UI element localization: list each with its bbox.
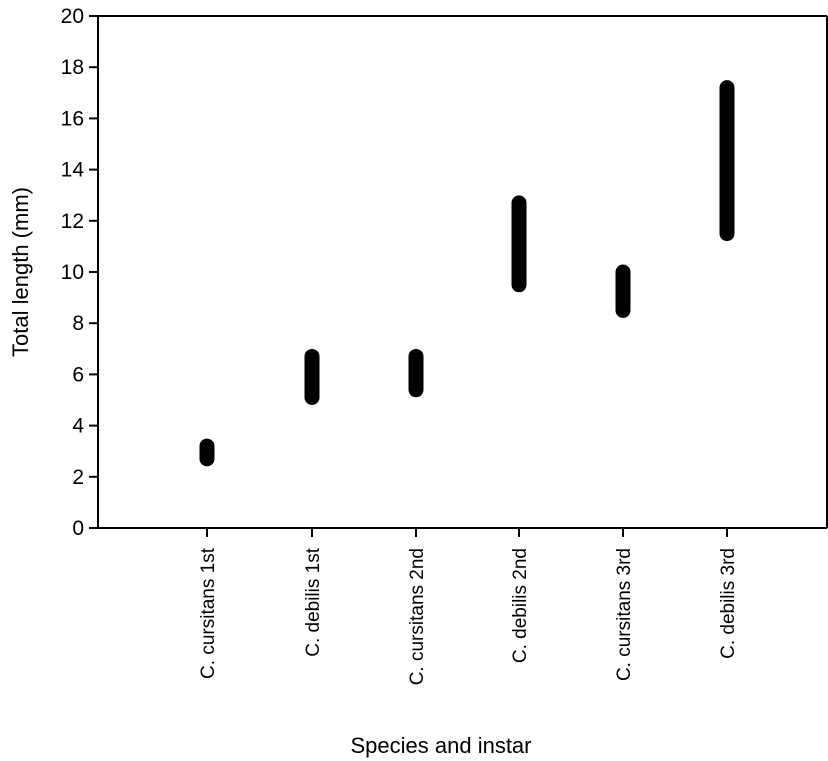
x-tick-label: C. debilis 2nd [510, 548, 531, 663]
y-tick-label: 16 [61, 107, 84, 130]
data-marks [199, 80, 735, 467]
x-tick-label: C. cursitans 1st [198, 547, 219, 679]
x-tick-label: C. debilis 1st [303, 547, 324, 656]
x-tick-label: C. cursitans 2nd [407, 548, 428, 685]
y-axis-title: Total length (mm) [8, 187, 33, 357]
x-tick-label: C. cursitans 3rd [614, 548, 635, 681]
y-axis-ticks: 0 2 4 6 8 10 12 14 16 18 20 [61, 5, 98, 540]
y-tick-label: 14 [61, 159, 85, 182]
y-tick-label: 2 [72, 466, 84, 489]
y-tick-label: 20 [61, 5, 84, 28]
y-tick-label: 18 [61, 56, 84, 79]
y-tick-label: 12 [61, 210, 84, 233]
y-tick-label: 4 [72, 415, 84, 438]
y-tick-label: 0 [72, 517, 84, 540]
y-tick-label: 8 [72, 312, 84, 335]
y-tick-label: 6 [72, 363, 84, 386]
x-tick-label: C. debilis 3rd [718, 548, 739, 659]
y-tick-label: 10 [61, 261, 84, 284]
x-axis-ticks: C. cursitans 1st C. debilis 1st C. cursita… [198, 528, 739, 685]
x-axis-title: Species and instar [351, 733, 532, 758]
